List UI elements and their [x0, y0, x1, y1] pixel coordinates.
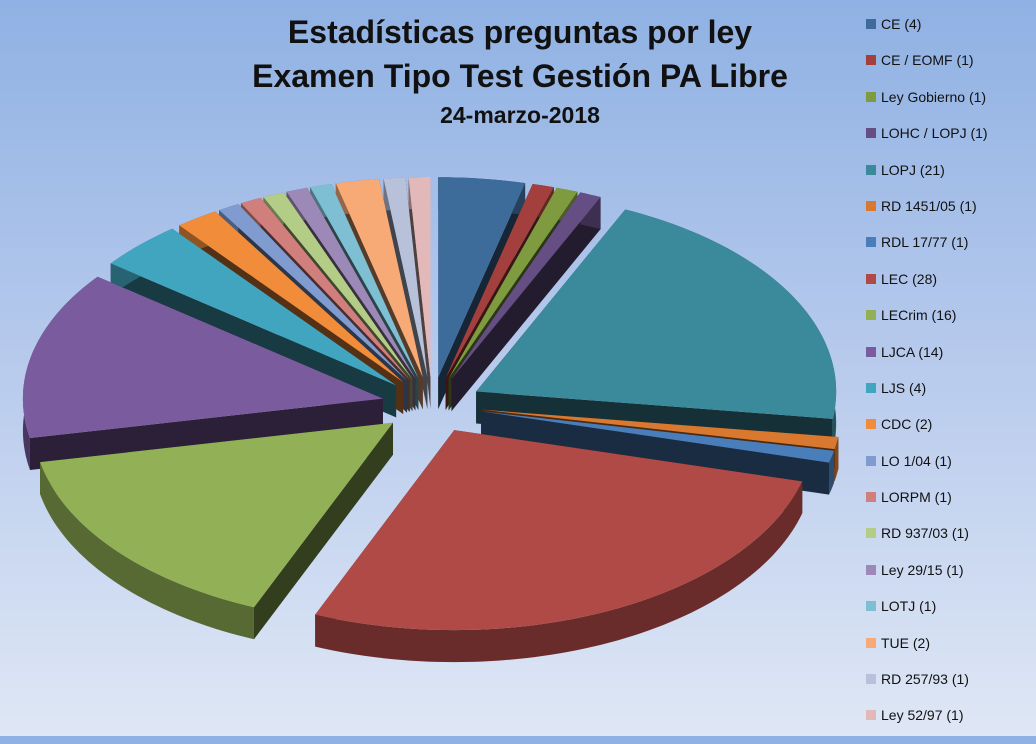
slice-top: [263, 192, 413, 380]
legend-label: LEC (28): [881, 270, 938, 287]
legend-item: LOHC / LOPJ (1): [866, 125, 988, 161]
legend-item: LECrim (16): [866, 307, 988, 343]
slice-top: [22, 276, 383, 439]
pie-slice-9: [22, 276, 383, 471]
legend-item: LJCA (14): [866, 344, 988, 380]
legend-label: LECrim (16): [881, 307, 957, 324]
legend-label: CE / EOMF (1): [881, 52, 974, 69]
legend-item: Ley 29/15 (1): [866, 562, 988, 598]
legend-swatch: [866, 637, 876, 648]
legend-item: RD 937/03 (1): [866, 525, 988, 561]
legend-item: LEC (28): [866, 271, 988, 307]
legend-item: LJS (4): [866, 380, 988, 416]
legend-label: Ley 52/97 (1): [881, 707, 964, 724]
legend-swatch: [866, 710, 876, 721]
pie-slice-7: [315, 430, 803, 663]
legend-swatch: [866, 455, 876, 466]
legend-label: LOTJ (1): [881, 598, 937, 615]
slice-top: [481, 409, 839, 450]
chart-title: Estadísticas preguntas por ley: [287, 14, 753, 50]
slice-radial-wall: [451, 197, 601, 412]
slice-top: [315, 430, 803, 631]
slice-top: [445, 183, 554, 379]
slice-top: [286, 187, 416, 379]
legend-item: LOTJ (1): [866, 598, 988, 634]
legend-label: RD 257/93 (1): [881, 671, 969, 688]
legend-label: RDL 17/77 (1): [881, 234, 969, 251]
pie-chart: [22, 177, 839, 663]
slice-top: [451, 192, 601, 380]
legend-swatch: [866, 492, 876, 503]
legend-label: CE (4): [881, 16, 922, 32]
slice-top: [408, 177, 431, 378]
legend-label: LOHC / LOPJ (1): [881, 125, 988, 142]
legend-swatch: [866, 164, 876, 175]
legend-item: RD 257/93 (1): [866, 671, 988, 707]
slice-top: [240, 197, 410, 380]
slice-top: [481, 411, 835, 463]
legend-swatch: [866, 237, 876, 248]
pie-slice-4: [476, 209, 837, 451]
legend-item: RD 1451/05 (1): [866, 198, 988, 234]
slice-outer-wall: [829, 450, 835, 495]
legend-item: TUE (2): [866, 635, 988, 671]
legend-label: LJCA (14): [881, 343, 944, 360]
slice-outer-wall: [315, 481, 803, 663]
legend-swatch: [866, 346, 876, 357]
legend-swatch: [866, 310, 876, 321]
slice-radial-wall: [408, 177, 431, 410]
slice-outer-wall: [834, 437, 839, 482]
slice-top: [335, 178, 423, 378]
legend-swatch: [866, 55, 876, 66]
legend-item: LOPJ (21): [866, 162, 988, 198]
legend-swatch: [866, 128, 876, 139]
slice-top: [40, 422, 394, 608]
legend-item: Ley Gobierno (1): [866, 89, 988, 125]
legend-item: LO 1/04 (1): [866, 453, 988, 489]
legend-label: TUE (2): [881, 634, 930, 651]
legend-swatch: [866, 674, 876, 685]
legend-item: RDL 17/77 (1): [866, 234, 988, 270]
slice-top: [383, 177, 428, 378]
slice-outer-wall: [40, 462, 254, 640]
slice-radial-wall: [253, 422, 394, 640]
legend-swatch: [866, 19, 876, 29]
legend-swatch: [866, 273, 876, 284]
legend-label: RD 937/03 (1): [881, 525, 969, 542]
legend-label: LO 1/04 (1): [881, 452, 952, 469]
legend-item: LORPM (1): [866, 489, 988, 525]
legend-item: CE / EOMF (1): [866, 52, 988, 88]
slice-top: [476, 209, 837, 419]
slice-top: [179, 211, 404, 383]
slice-top: [448, 187, 578, 379]
legend-swatch: [866, 601, 876, 612]
legend-label: RD 1451/05 (1): [881, 197, 977, 214]
legend-item: CE (4): [866, 16, 988, 52]
legend-swatch: [866, 564, 876, 575]
legend-label: CDC (2): [881, 416, 933, 433]
chart-date: 24-marzo-2018: [440, 102, 600, 128]
legend-swatch: [866, 200, 876, 211]
slice-top: [438, 177, 526, 378]
legend-label: LORPM (1): [881, 489, 952, 506]
legend-item: Ley 52/97 (1): [866, 707, 988, 743]
slice-top: [110, 228, 397, 386]
pie-slice-19: [408, 177, 431, 410]
legend-label: Ley 29/15 (1): [881, 561, 964, 578]
pie-slice-3: [451, 192, 601, 412]
slice-top: [219, 204, 408, 381]
legend-swatch: [866, 419, 876, 430]
legend-swatch: [866, 528, 876, 539]
slice-radial-wall: [29, 398, 383, 471]
legend-swatch: [866, 382, 876, 393]
slice-top: [310, 183, 419, 379]
pie-slice-8: [40, 422, 394, 640]
legend-swatch: [866, 91, 876, 102]
legend-label: LJS (4): [881, 379, 927, 396]
legend-item: CDC (2): [866, 416, 988, 452]
legend-label: LOPJ (21): [881, 161, 945, 178]
legend-label: Ley Gobierno (1): [881, 88, 987, 105]
legend: CE (4) CE / EOMF (1) Ley Gobierno (1) LOHC …: [866, 16, 988, 744]
chart-subtitle: Examen Tipo Test Gestión PA Libre: [252, 58, 788, 94]
